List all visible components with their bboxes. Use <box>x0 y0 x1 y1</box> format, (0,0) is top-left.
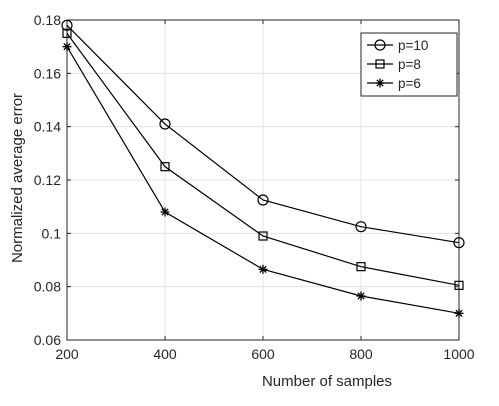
x-tick-label: 600 <box>251 346 275 362</box>
data-point <box>453 237 465 249</box>
data-point <box>159 118 171 130</box>
series-line <box>66 32 460 286</box>
asterisk-stroke <box>259 265 267 273</box>
y-tick-label: 0.16 <box>34 65 61 81</box>
series <box>61 19 465 318</box>
data-point <box>356 262 366 272</box>
data-point <box>356 291 366 301</box>
asterisk-stroke <box>161 208 169 216</box>
x-tick-label: 800 <box>349 346 373 362</box>
data-point <box>160 207 170 217</box>
x-tick-label: 200 <box>55 346 79 362</box>
asterisk-stroke <box>376 79 384 87</box>
y-tick-label: 0.06 <box>34 332 61 348</box>
y-tick-label: 0.12 <box>34 172 61 188</box>
legend-label: p=6 <box>398 76 421 91</box>
asterisk-stroke <box>455 309 463 317</box>
x-tick-label: 400 <box>153 346 177 362</box>
data-point <box>62 42 72 52</box>
legend-marker <box>374 39 386 51</box>
y-axis-label: Normalized average error <box>9 93 26 263</box>
asterisk-stroke <box>63 43 71 51</box>
y-tick-label: 0.1 <box>42 225 62 241</box>
series-line <box>66 24 460 244</box>
data-point <box>257 194 269 206</box>
x-tick-label: 1000 <box>443 346 474 362</box>
y-tick-label: 0.14 <box>34 119 61 135</box>
tick-labels: 200 400 600 800 1000 0.06 0.08 0.1 0.12 0.14 0.16 0… <box>34 12 475 362</box>
legend-label: p=8 <box>398 57 421 72</box>
x-axis-label: Number of samples <box>262 373 392 390</box>
y-tick-label: 0.08 <box>34 279 61 295</box>
data-point <box>454 308 464 318</box>
data-point <box>160 162 170 172</box>
legend-label: p=10 <box>398 38 428 53</box>
y-tick-label: 0.18 <box>34 12 61 28</box>
asterisk-stroke <box>357 292 365 300</box>
data-point <box>258 231 268 241</box>
legend-marker <box>375 59 385 69</box>
data-point <box>355 221 367 233</box>
data-point <box>62 28 72 38</box>
legend-marker <box>375 78 385 88</box>
data-point <box>61 19 73 31</box>
data-point <box>258 264 268 274</box>
legend: p=10 p=8 p=6 <box>360 32 458 97</box>
data-point <box>454 280 464 290</box>
